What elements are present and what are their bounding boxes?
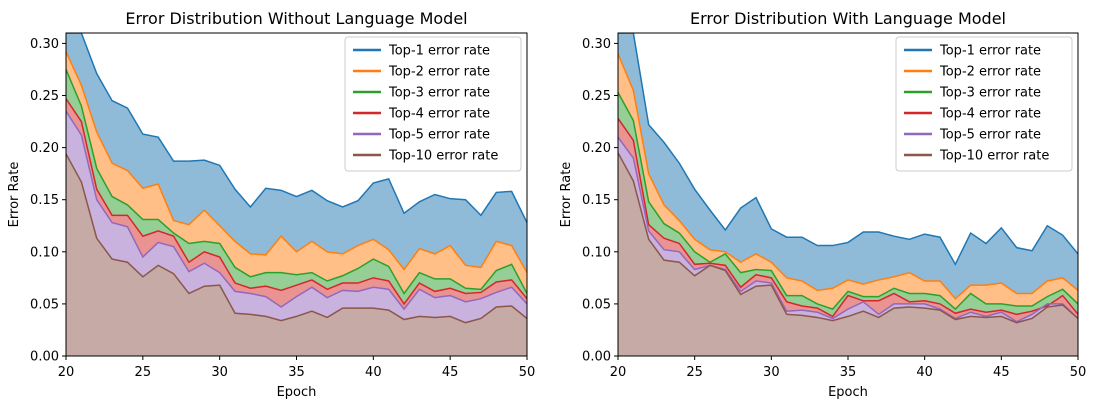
- legend-label: Top-4 error rate: [939, 107, 1041, 122]
- area-band-5: [66, 111, 527, 323]
- series-line-3: [618, 92, 1078, 311]
- y-tick-label: 0.25: [582, 89, 611, 104]
- chart-title: Error Distribution Without Language Mode…: [125, 9, 467, 28]
- y-tick-label: 0.20: [30, 141, 59, 156]
- legend-label: Top-4 error rate: [388, 107, 490, 122]
- x-tick-label: 35: [288, 365, 305, 380]
- series-line-2: [618, 53, 1078, 300]
- y-tick-label: 0.30: [30, 37, 59, 52]
- y-tick-label: 0.05: [582, 297, 611, 312]
- y-tick-label: 0.15: [582, 193, 611, 208]
- legend-label: Top-1 error rate: [388, 44, 490, 59]
- x-tick-label: 40: [365, 365, 382, 380]
- series-line-2: [66, 51, 527, 274]
- legend-label: Top-1 error rate: [939, 44, 1041, 59]
- series-line-5: [618, 136, 1078, 323]
- x-tick-label: 35: [840, 365, 857, 380]
- x-tick-label: 25: [135, 365, 152, 380]
- area-band-1: [618, 33, 1078, 299]
- series-line-6: [66, 153, 527, 324]
- y-axis-label: Error Rate: [7, 162, 22, 228]
- chart-left: Error Distribution Without Language Mode…: [7, 9, 535, 400]
- series-line-5: [66, 110, 527, 311]
- series-line-6: [618, 152, 1078, 324]
- x-tick-label: 25: [686, 365, 703, 380]
- legend-box: [895, 36, 1073, 172]
- x-tick-label: 20: [610, 365, 627, 380]
- chart-title: Error Distribution With Language Model: [690, 9, 1006, 28]
- area-band-6: [618, 152, 1078, 356]
- area-band-1: [66, 33, 527, 273]
- area-band-4: [66, 98, 527, 310]
- legend-label: Top-2 error rate: [939, 65, 1041, 80]
- x-tick-label: 50: [1070, 365, 1087, 380]
- x-axis-label: Epoch: [277, 385, 317, 400]
- y-axis-label: Error Rate: [559, 162, 574, 228]
- legend-label: Top-5 error rate: [388, 128, 490, 143]
- chart-right: Error Distribution With Language Model E…: [559, 9, 1086, 400]
- legend-label: Top-2 error rate: [388, 65, 490, 80]
- legend-label: Top-3 error rate: [939, 86, 1041, 101]
- area-band-3: [66, 69, 527, 304]
- legend-label: Top-3 error rate: [388, 86, 490, 101]
- x-tick-label: 40: [916, 365, 933, 380]
- x-tick-label: 45: [442, 365, 459, 380]
- series-line-1: [618, 33, 1078, 266]
- legend: Top-1 error rate Top-2 error rate Top-3 er…: [895, 36, 1073, 172]
- legend-label: Top-10 error rate: [388, 149, 498, 164]
- y-tick-label: 0.10: [582, 245, 611, 260]
- series-line-4: [618, 118, 1078, 318]
- y-tick-label: 0.20: [582, 141, 611, 156]
- series-line-4: [66, 98, 527, 306]
- x-tick-label: 30: [211, 365, 228, 380]
- y-tick-label: 0.30: [582, 37, 611, 52]
- area-band-2: [66, 51, 527, 294]
- x-tick-label: 20: [58, 365, 75, 380]
- y-tick-label: 0.10: [30, 245, 59, 260]
- area-band-6: [66, 153, 527, 356]
- x-tick-label: 50: [519, 365, 536, 380]
- x-tick-label: 30: [763, 365, 780, 380]
- plot-area: [618, 33, 1078, 356]
- series-line-3: [66, 69, 527, 295]
- legend: Top-1 error rate Top-2 error rate Top-3 er…: [344, 36, 522, 172]
- y-tick-label: 0.05: [30, 297, 59, 312]
- x-tick-label: 45: [993, 365, 1010, 380]
- legend-label: Top-10 error rate: [939, 149, 1049, 164]
- y-tick-label: 0.15: [30, 193, 59, 208]
- x-axis-label: Epoch: [828, 385, 868, 400]
- y-tick-label: 0.25: [30, 89, 59, 104]
- plot-area: [66, 33, 527, 356]
- y-tick-label: 0.00: [582, 350, 611, 365]
- series-line-1: [66, 33, 527, 223]
- legend-label: Top-5 error rate: [939, 128, 1041, 143]
- y-tick-label: 0.00: [30, 350, 59, 365]
- legend-box: [344, 36, 522, 172]
